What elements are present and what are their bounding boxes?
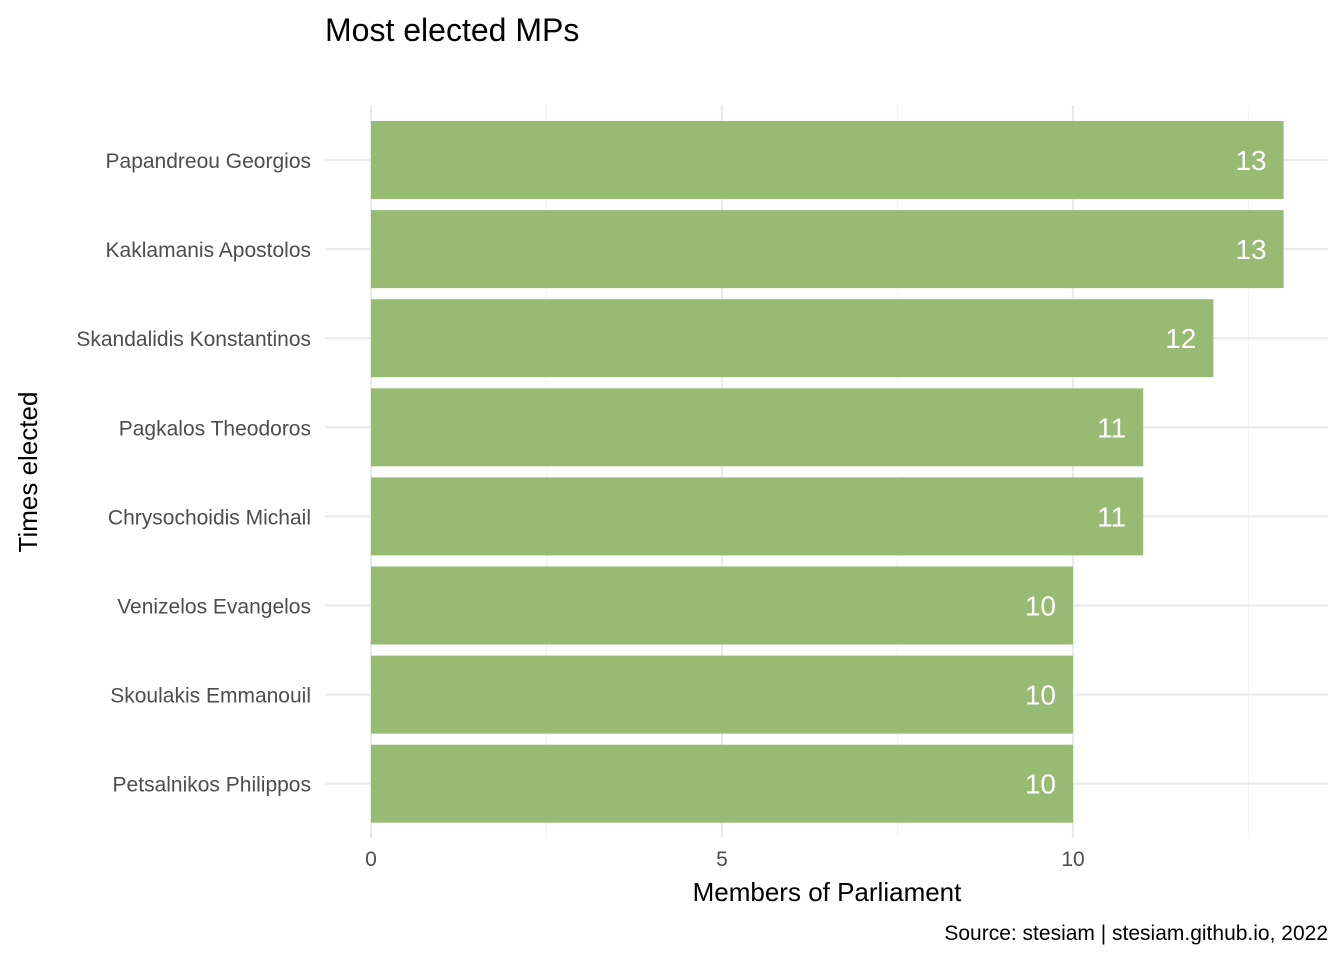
x-tick-label: 0 (365, 848, 377, 871)
bar (371, 744, 1073, 823)
bar-value-label: 10 (1025, 680, 1056, 711)
bar (371, 388, 1144, 467)
bar-value-label: 10 (1025, 769, 1056, 800)
bar (371, 299, 1214, 378)
bar-value-label: 11 (1097, 501, 1126, 532)
x-axis-title: Members of Parliament (693, 877, 963, 907)
bar-value-label: 10 (1025, 591, 1056, 622)
x-tick-label: 10 (1061, 848, 1084, 871)
y-tick-label: Skandalidis Konstantinos (76, 328, 311, 351)
y-tick-label: Chrysochoidis Michail (108, 506, 311, 529)
y-tick-label: Pagkalos Theodoros (119, 417, 311, 440)
bar-value-label: 13 (1235, 145, 1266, 176)
bar-value-label: 12 (1165, 323, 1196, 354)
y-tick-label: Skoulakis Emmanouil (110, 685, 311, 708)
bars (371, 121, 1284, 823)
x-tick-labels: 0 5 10 (365, 848, 1085, 871)
chart-title: Most elected MPs (325, 12, 579, 48)
x-tick-label: 5 (716, 848, 728, 871)
bar-value-label: 11 (1097, 412, 1126, 443)
bar (371, 566, 1073, 645)
y-tick-label: Petsalnikos Philippos (113, 774, 311, 797)
bar (371, 655, 1073, 734)
y-tick-label: Venizelos Evangelos (117, 596, 311, 619)
y-tick-labels: Papandreou Georgios Kaklamanis Apostolos S… (76, 150, 311, 797)
bar-value-label: 13 (1235, 234, 1266, 265)
y-axis-title: Times elected (13, 392, 43, 553)
bar (371, 121, 1284, 199)
bar (371, 210, 1284, 289)
bar (371, 477, 1144, 556)
source-caption: Source: stesiam | stesiam.github.io, 202… (944, 922, 1328, 945)
data-labels: 13 13 12 11 11 10 10 10 (1025, 145, 1267, 800)
y-tick-label: Kaklamanis Apostolos (106, 239, 311, 262)
y-tick-label: Papandreou Georgios (106, 150, 311, 173)
